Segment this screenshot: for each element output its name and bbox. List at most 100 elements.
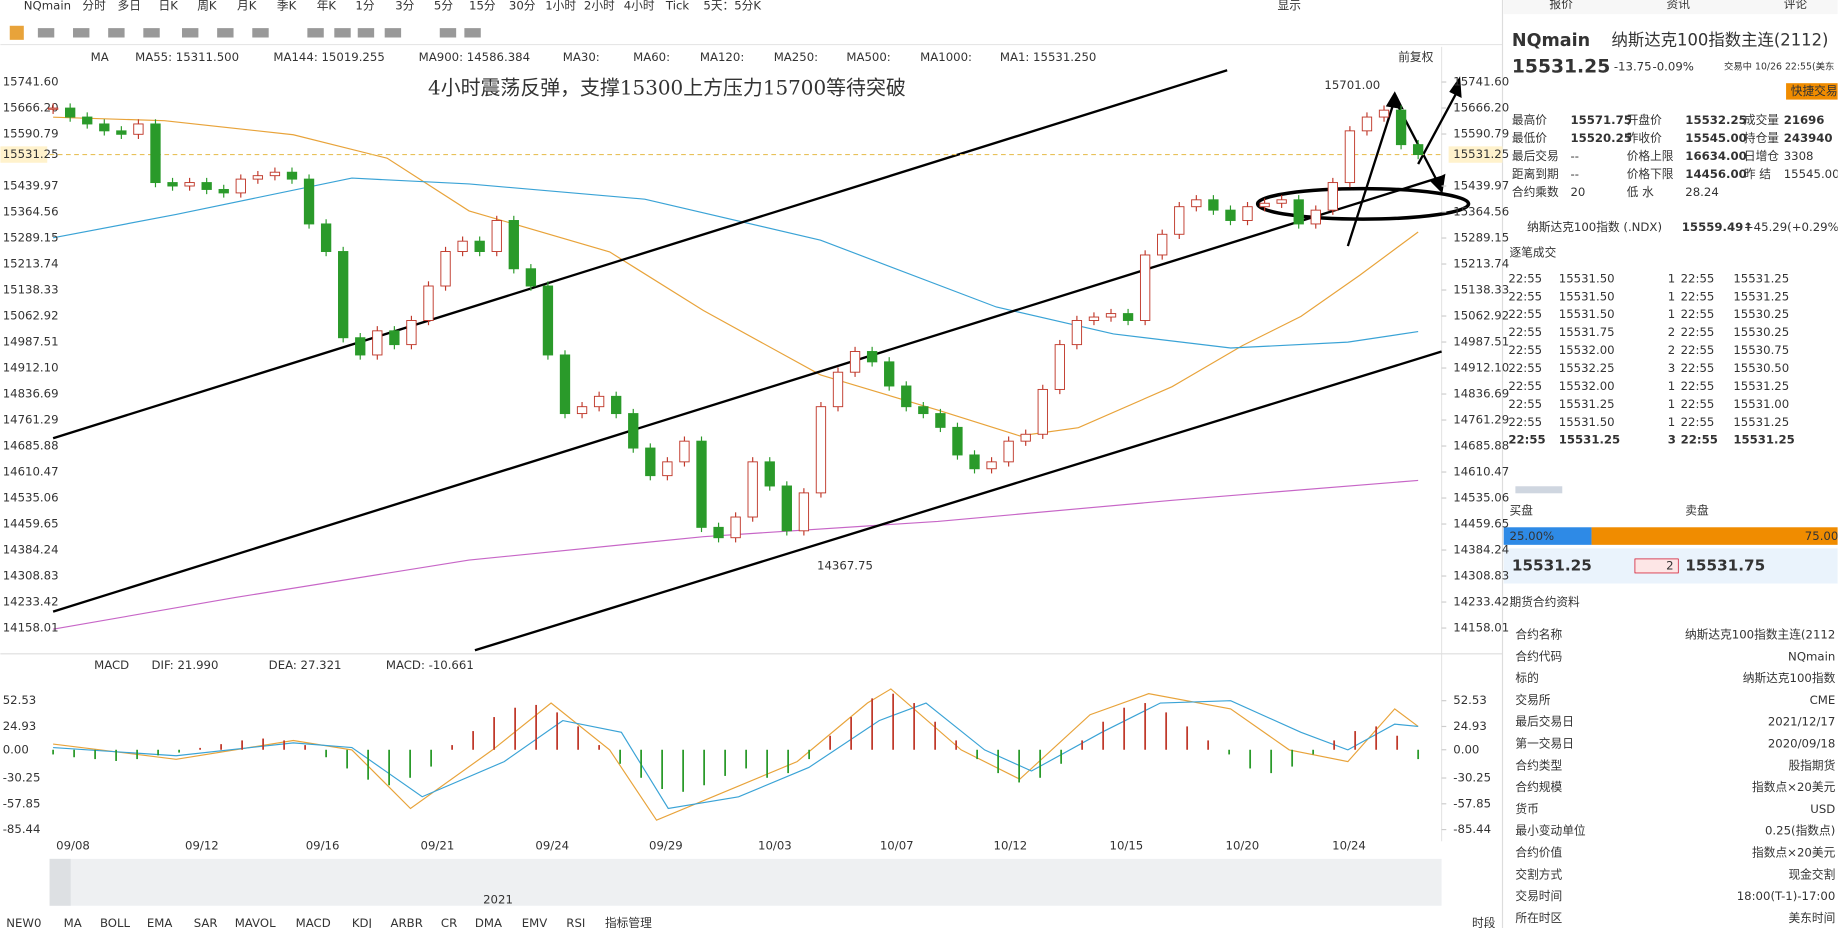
period-tab[interactable]: 年K <box>317 0 337 12</box>
hide-tool[interactable] <box>357 28 375 38</box>
scrollbar[interactable] <box>49 858 1442 906</box>
pattern-tool[interactable] <box>108 28 125 38</box>
indicator-tab[interactable]: DMA <box>475 916 502 928</box>
measure-tool[interactable] <box>181 28 199 38</box>
indicator-tab[interactable]: EMV <box>522 916 548 928</box>
fib-tool[interactable] <box>143 28 160 38</box>
trade-cell: 15531.25 <box>1559 397 1615 411</box>
period-tab[interactable]: 4小时 <box>624 0 655 12</box>
period-tab[interactable]: 1小时 <box>545 0 576 12</box>
stat-value: 15571.75 <box>1570 113 1631 127</box>
stat-value: 21696 <box>1784 113 1825 127</box>
ma900-line <box>53 479 1419 630</box>
period-tab[interactable]: 周K <box>197 0 217 12</box>
stat-label: 价格下限 <box>1627 167 1674 181</box>
indicator-tab[interactable]: MAVOL <box>235 916 276 928</box>
period-tab[interactable]: 季K <box>277 0 297 12</box>
trade-cell: 1 <box>1668 271 1675 285</box>
panel-tab[interactable]: 报价 <box>1549 0 1573 11</box>
indicator-tab[interactable]: SAR <box>194 916 218 928</box>
candle-body <box>1361 116 1373 132</box>
trade-cell: 22:55 <box>1508 289 1542 303</box>
display-menu[interactable]: 显示 <box>1278 0 1301 12</box>
trade-cell: 22:55 <box>1681 379 1715 393</box>
trade-cell: 15531.25 <box>1559 433 1620 447</box>
period-tab[interactable]: 分时 <box>82 0 106 12</box>
period-tab[interactable]: 2小时 <box>584 0 615 12</box>
period-tab[interactable]: 5分 <box>434 0 453 12</box>
candle-body <box>1037 388 1048 435</box>
period-tab[interactable]: Tick <box>665 0 689 12</box>
macd-right-label: -85.44 <box>1453 822 1491 836</box>
indicator-tab[interactable]: MA <box>64 916 82 928</box>
period-tab[interactable]: 日K <box>159 0 179 12</box>
settings-tool[interactable] <box>439 28 457 38</box>
left-price-label: 14308.83 <box>3 569 59 583</box>
quick-trade-label[interactable]: 快捷交易 <box>1791 84 1838 98</box>
lock-tool[interactable] <box>334 28 351 38</box>
indicator-tab[interactable]: BOLL <box>100 916 131 928</box>
arrow-tool[interactable] <box>217 28 234 38</box>
indicator-tab[interactable]: 指标管理 <box>605 916 652 928</box>
trade-cell: 22:55 <box>1508 379 1542 393</box>
period-tab[interactable]: 多日 <box>118 0 141 12</box>
candle-body <box>355 337 366 356</box>
delete-tool[interactable] <box>384 28 402 38</box>
ma-value: MA250: <box>774 50 818 64</box>
right-price-label: 15666.20 <box>1453 101 1509 115</box>
trade-cell: 1 <box>1668 289 1675 303</box>
adjust-toggle[interactable]: 前复权 <box>1398 50 1433 64</box>
candle-body <box>1310 209 1321 225</box>
ellipse[interactable] <box>1255 186 1471 221</box>
trade-cell: 1 <box>1668 415 1675 429</box>
indicator-tab[interactable]: KDJ <box>352 916 372 928</box>
candle-body <box>713 526 724 539</box>
crosshair-icon[interactable] <box>9 25 24 40</box>
period-tab[interactable]: 30分 <box>509 0 536 12</box>
line-tool[interactable] <box>37 28 55 38</box>
candle-body <box>542 285 554 356</box>
config-tool[interactable] <box>464 28 481 38</box>
quick-trade-button[interactable] <box>1786 83 1838 100</box>
period-tab[interactable]: 3分 <box>395 0 414 12</box>
symbol-tab[interactable]: NQmain <box>24 0 71 12</box>
stat-value: 15545.00 <box>1784 167 1838 181</box>
scroll-handle[interactable] <box>49 858 71 906</box>
trade-cell: 22:55 <box>1681 433 1718 447</box>
indicator-tab[interactable]: EMA <box>147 916 173 928</box>
candle-body <box>286 171 298 180</box>
panel-tab[interactable]: 评论 <box>1784 0 1808 11</box>
period-tab[interactable]: 15分 <box>469 0 496 12</box>
info-title: 期货合约资料 <box>1510 595 1581 609</box>
arrow-line[interactable] <box>1417 87 1461 165</box>
date-label: 10/15 <box>1110 838 1144 852</box>
left-price-label: 14535.06 <box>3 491 59 505</box>
text-tool[interactable] <box>252 28 269 38</box>
stat-value: 28.24 <box>1685 185 1719 199</box>
trend-line[interactable] <box>52 175 1442 613</box>
info-label: 合约名称 <box>1515 628 1562 642</box>
candle-body <box>1276 199 1287 204</box>
period-tab[interactable]: 月K <box>237 0 257 12</box>
period-tab[interactable]: 5天：5分K <box>703 0 761 12</box>
period-tab[interactable]: 1分 <box>355 0 374 12</box>
trend-line[interactable] <box>474 350 1442 652</box>
trend-line[interactable] <box>52 69 1228 440</box>
magnet-tool[interactable] <box>307 28 324 38</box>
shape-tool[interactable] <box>73 28 90 38</box>
panel-tab[interactable]: 资讯 <box>1667 0 1691 11</box>
candle-body <box>440 251 451 287</box>
dea-line <box>53 700 1419 810</box>
toolbar-icons <box>9 25 481 40</box>
indicator-tab[interactable]: CR <box>441 916 457 928</box>
indicator-tab[interactable]: MACD <box>296 916 331 928</box>
sell-bar <box>1591 527 1838 545</box>
stat-value: 15545.00 <box>1685 131 1746 145</box>
stat-value: 20 <box>1570 185 1585 199</box>
indicator-tab[interactable]: RSI <box>566 916 585 928</box>
indicator-tab[interactable]: ARBR <box>391 916 423 928</box>
candle-body <box>764 461 775 487</box>
indicator-tab[interactable]: NEW0 <box>6 916 41 928</box>
trade-cell: 1 <box>1668 307 1675 321</box>
